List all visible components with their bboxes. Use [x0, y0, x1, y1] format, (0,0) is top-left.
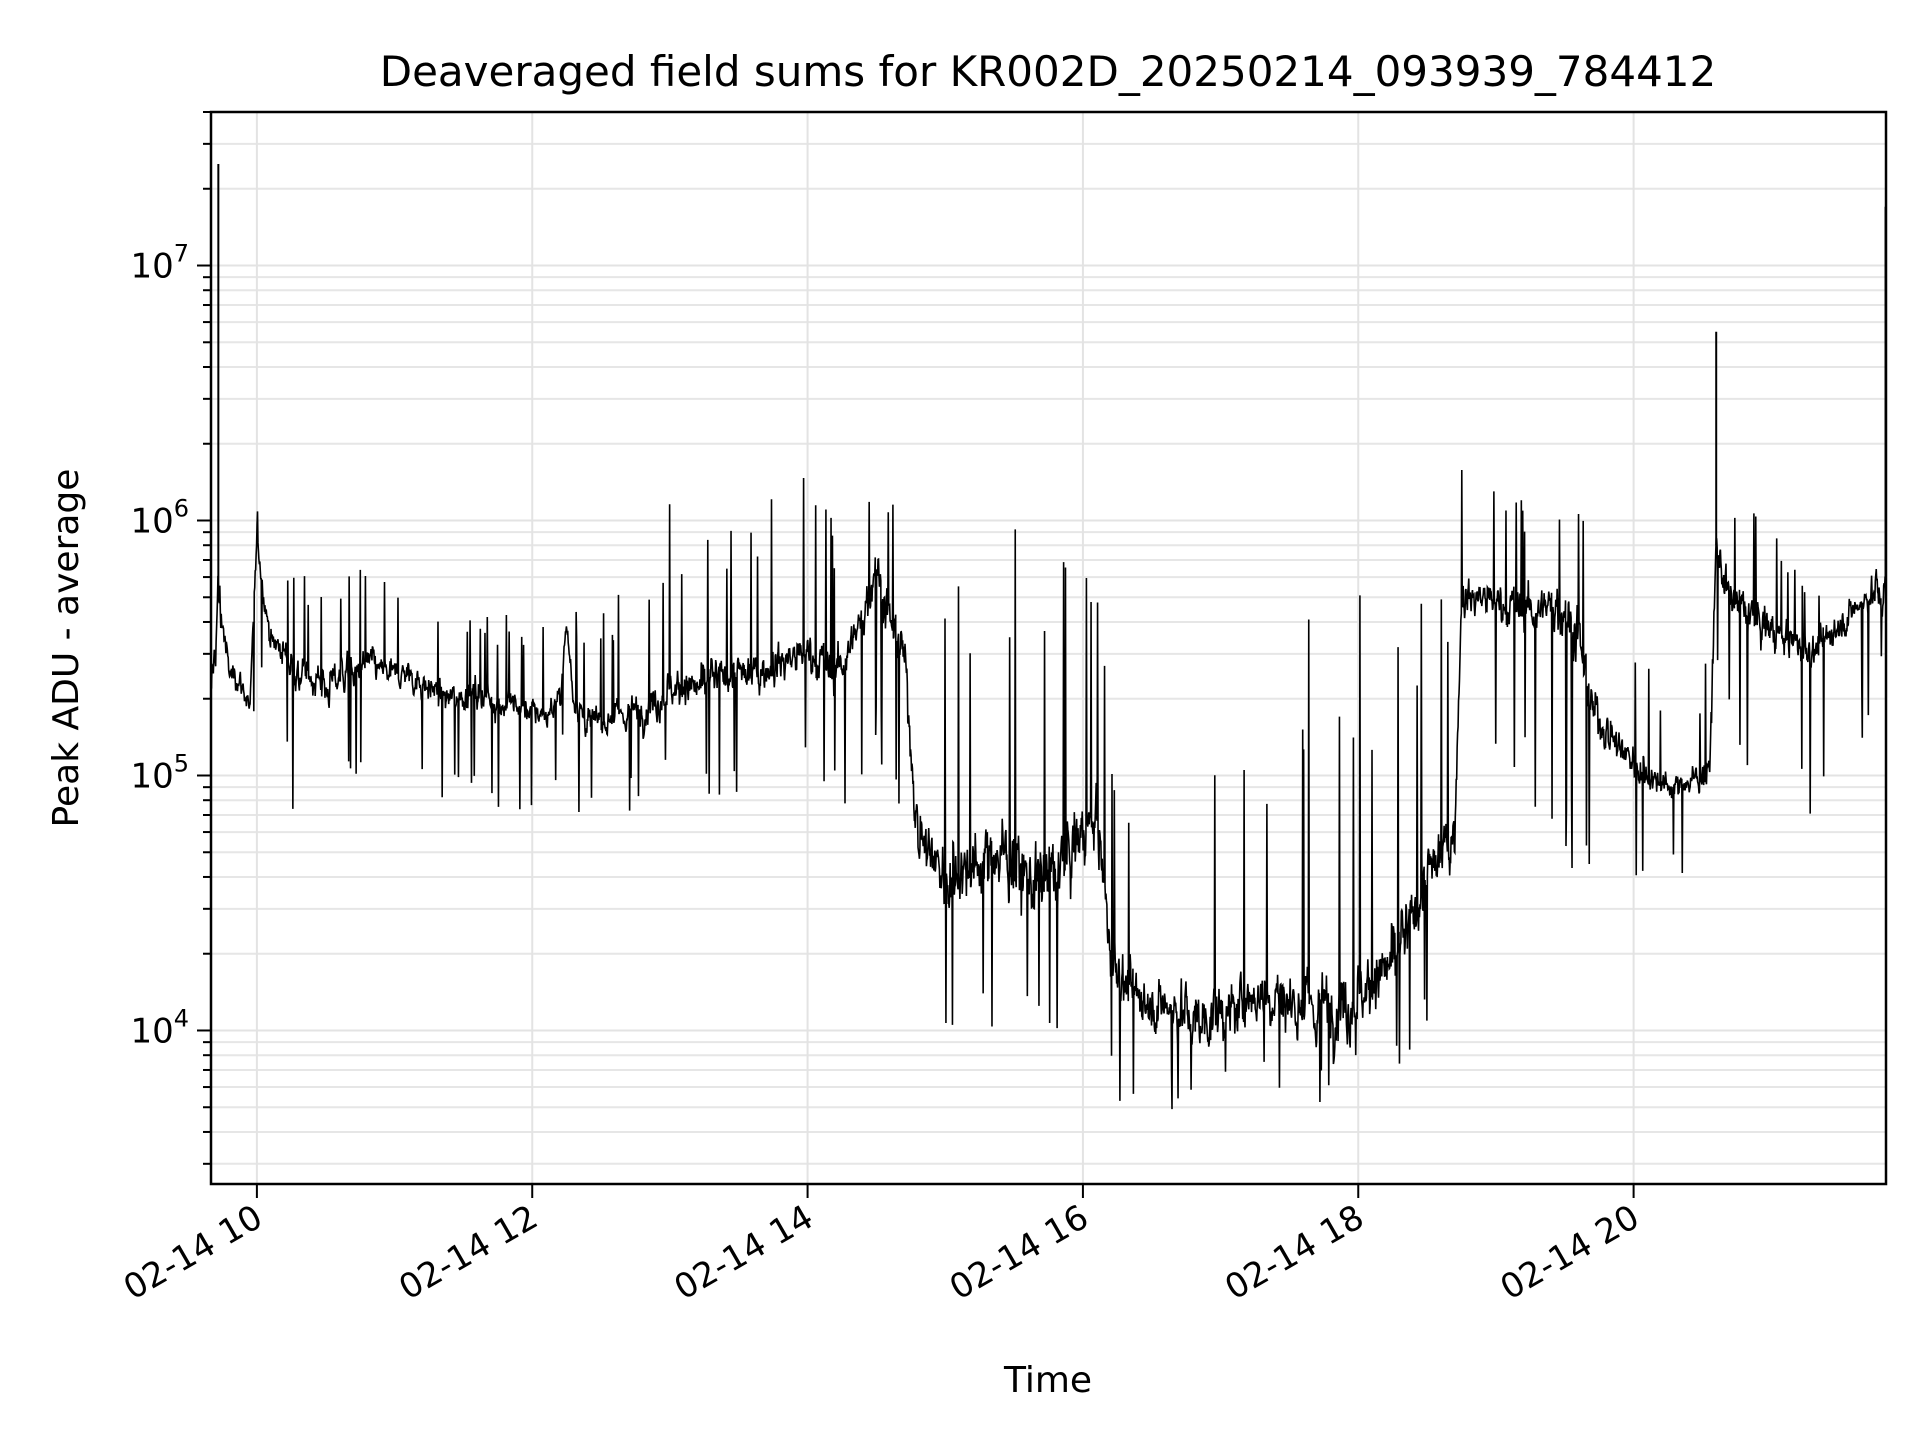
x-axis-label: Time [1003, 1360, 1092, 1401]
y-tick-label: 107 [130, 240, 189, 287]
chart-title: Deaveraged field sums for KR002D_2025021… [380, 47, 1717, 96]
major-gridlines [211, 112, 1886, 1184]
series-line [211, 470, 1886, 1110]
y-tick-label: 105 [130, 749, 189, 796]
plot-frame [209, 110, 1888, 1186]
y-axis-label: Peak ADU - average [46, 469, 87, 828]
y-tick-label: 104 [130, 1004, 189, 1051]
y-tick-label: 106 [130, 495, 189, 542]
